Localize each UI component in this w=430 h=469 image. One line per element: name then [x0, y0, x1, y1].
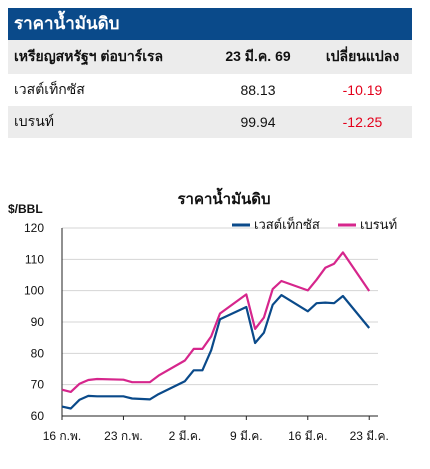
legend-brent: เบรนท์	[338, 217, 397, 232]
x-tick-label: 9 มี.ค.	[230, 429, 263, 443]
y-tick-label: 60	[31, 409, 45, 423]
table-row: เบรนท์ 99.94 -12.25	[8, 106, 412, 138]
row-change-wti: -10.19	[342, 82, 383, 98]
table-title: ราคาน้ำมันดิบ	[8, 8, 412, 40]
legend-wti: เวสต์เท็กซัส	[232, 215, 320, 232]
y-tick-label: 120	[24, 221, 44, 235]
x-tick-label: 16 ก.พ.	[43, 429, 82, 443]
legend-label: เบรนท์	[360, 217, 397, 232]
row-price-brent: 99.94	[240, 114, 276, 130]
x-tick-label: 16 มี.ค.	[288, 429, 327, 443]
price-table: ราคาน้ำมันดิบ เหรียญสหรัฐฯ ต่อบาร์เรล 23…	[8, 8, 412, 138]
table-header-row: เหรียญสหรัฐฯ ต่อบาร์เรล 23 มี.ค. 69 เปลี…	[8, 40, 412, 74]
y-tick-label: 80	[31, 346, 45, 360]
x-tick-label: 2 มี.ค.	[169, 429, 202, 443]
y-tick-label: 100	[24, 284, 44, 298]
chart-svg: ราคาน้ำมันดิบ $/BBL 60 70 80 90 100 110 120 16 …	[8, 187, 397, 443]
row-change-brent: -12.25	[342, 114, 383, 130]
series-line-brent	[61, 251, 371, 393]
y-axis-unit: $/BBL	[8, 202, 43, 216]
x-tick-label: 23 มี.ค.	[350, 429, 389, 443]
series-line-wti	[61, 294, 371, 410]
header-change: เปลี่ยนแปลง	[325, 48, 400, 64]
row-price-wti: 88.13	[240, 82, 276, 98]
row-name-brent: เบรนท์	[14, 113, 54, 129]
header-unit: เหรียญสหรัฐฯ ต่อบาร์เรล	[14, 48, 164, 64]
y-tick-label: 90	[31, 315, 45, 329]
row-name-wti: เวสต์เท็กซัส	[14, 81, 85, 97]
header-date: 23 มี.ค. 69	[225, 48, 291, 64]
table-row: เวสต์เท็กซัส 88.13 -10.19	[8, 74, 412, 106]
y-tick-label: 110	[25, 252, 44, 266]
oil-price-chart: ราคาน้ำมันดิบ $/BBL 60 70 80 90 100 110 120 16 …	[0, 180, 430, 464]
y-tick-label: 70	[31, 378, 45, 392]
legend-label: เวสต์เท็กซัส	[254, 215, 320, 232]
chart-title: ราคาน้ำมันดิบ	[177, 187, 270, 208]
x-tick-label: 23 ก.พ.	[104, 429, 143, 443]
